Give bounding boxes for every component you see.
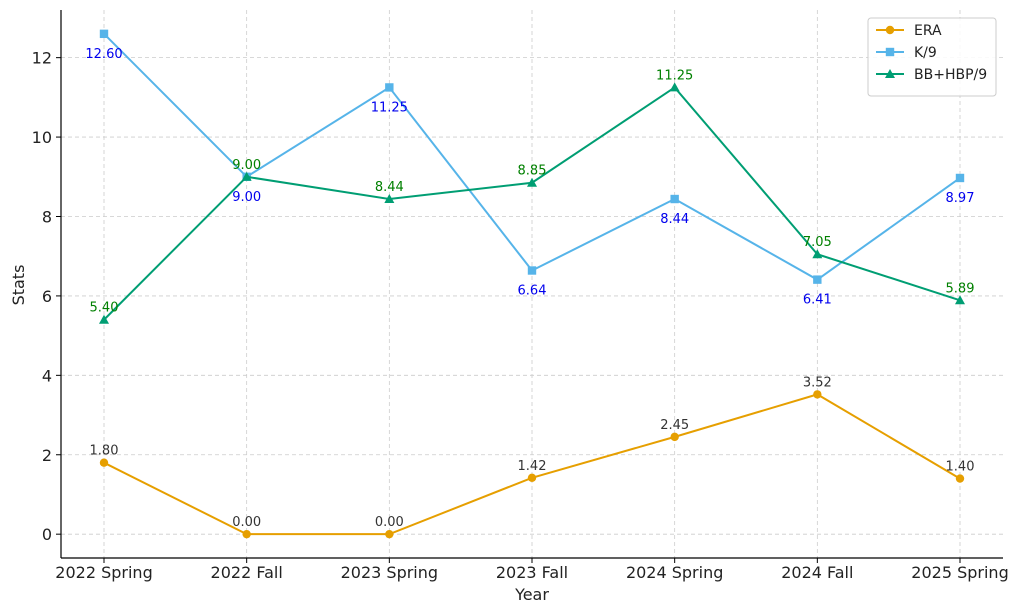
legend-entry-k-9: K/9 — [876, 45, 937, 61]
y-tick-label: 10 — [32, 128, 52, 147]
data-label-bb-hbp-9: 8.44 — [375, 180, 404, 195]
x-axis-label: Year — [514, 585, 549, 604]
data-point-bb-hbp-9 — [384, 194, 395, 204]
y-tick-label: 8 — [42, 207, 52, 226]
legend-label-era: ERA — [914, 23, 942, 39]
x-tick-label: 2025 Spring — [911, 563, 1008, 582]
data-point-era — [670, 432, 679, 442]
data-label-era: 1.42 — [518, 459, 547, 474]
data-label-k-9: 11.25 — [371, 100, 408, 115]
data-label-k-9: 6.41 — [803, 293, 832, 308]
x-tick-label: 2023 Spring — [341, 563, 438, 582]
legend: ERA K/9 BB+HBP/9 — [867, 17, 997, 97]
data-point-era — [242, 529, 251, 539]
x-tick-label: 2023 Fall — [496, 563, 568, 582]
data-point-k-9 — [527, 266, 537, 275]
data-point-bb-hbp-9 — [241, 171, 252, 181]
y-tick-label: 0 — [42, 525, 52, 544]
x-tick-label: 2022 Fall — [211, 563, 283, 582]
data-point-era — [955, 474, 965, 483]
grid — [61, 10, 1003, 558]
data-point-era — [527, 473, 537, 482]
data-label-bb-hbp-9: 5.40 — [90, 301, 119, 316]
data-label-bb-hbp-9: 5.89 — [946, 281, 975, 296]
axes: 0 2 4 6 8 10 12 2022 Spring 2022 Fall 2023 Spring… — [32, 10, 1009, 582]
data-point-bb-hbp-9 — [527, 177, 537, 187]
data-point-era — [813, 390, 822, 399]
data-label-era: 0.00 — [375, 515, 404, 530]
data-label-era: 1.80 — [90, 444, 119, 459]
legend-entry-bb-hbp-9: BB+HBP/9 — [876, 67, 987, 83]
data-label-bb-hbp-9: 7.05 — [803, 235, 832, 250]
data-point-era — [385, 529, 394, 539]
data-label-era: 1.40 — [946, 460, 975, 475]
data-label-k-9: 12.60 — [85, 47, 122, 62]
x-tick-label: 2022 Spring — [55, 563, 152, 582]
data-point-k-9 — [955, 173, 965, 183]
data-label-era: 3.52 — [803, 375, 832, 390]
data-label-k-9: 8.44 — [660, 212, 689, 227]
data-label-era: 0.00 — [232, 515, 261, 530]
data-point-k-9 — [385, 83, 394, 92]
series-layer — [99, 29, 965, 539]
data-label-bb-hbp-9: 9.00 — [232, 158, 261, 173]
legend-marker-era — [885, 25, 895, 35]
y-tick-label: 12 — [32, 49, 52, 68]
legend-label-k-9: K/9 — [914, 45, 937, 61]
data-point-k-9 — [670, 194, 679, 204]
legend-marker-bb-hbp-9 — [885, 69, 895, 78]
x-tick-label: 2024 Fall — [781, 563, 853, 582]
legend-entry-era: ERA — [876, 23, 942, 39]
y-tick-label: 6 — [42, 287, 52, 306]
data-label-k-9: 6.64 — [518, 283, 547, 298]
data-point-bb-hbp-9 — [669, 82, 680, 92]
data-labels: 1.80 0.00 0.00 1.42 2.45 3.52 1.40 12.60 9.00 11.… — [85, 47, 974, 530]
data-label-bb-hbp-9: 11.25 — [656, 68, 693, 83]
data-label-era: 2.45 — [660, 418, 689, 433]
data-point-era — [99, 458, 109, 467]
data-label-k-9: 8.97 — [946, 191, 975, 206]
legend-box — [867, 17, 997, 97]
data-point-bb-hbp-9 — [955, 295, 965, 305]
legend-label-bb-hbp-9: BB+HBP/9 — [914, 67, 987, 83]
data-point-k-9 — [99, 29, 109, 39]
data-point-k-9 — [813, 275, 822, 284]
data-label-k-9: 9.00 — [232, 190, 261, 205]
y-tick-label: 4 — [42, 366, 52, 385]
series-bb-hbp-9 — [99, 82, 965, 324]
data-point-bb-hbp-9 — [99, 314, 109, 324]
legend-marker-k-9 — [885, 47, 895, 57]
data-point-bb-hbp-9 — [812, 249, 823, 259]
y-tick-label: 2 — [42, 446, 52, 465]
x-tick-label: 2024 Spring — [626, 563, 723, 582]
series-era — [99, 390, 965, 539]
data-label-bb-hbp-9: 8.85 — [518, 164, 547, 179]
y-axis-label: Stats — [9, 265, 28, 306]
